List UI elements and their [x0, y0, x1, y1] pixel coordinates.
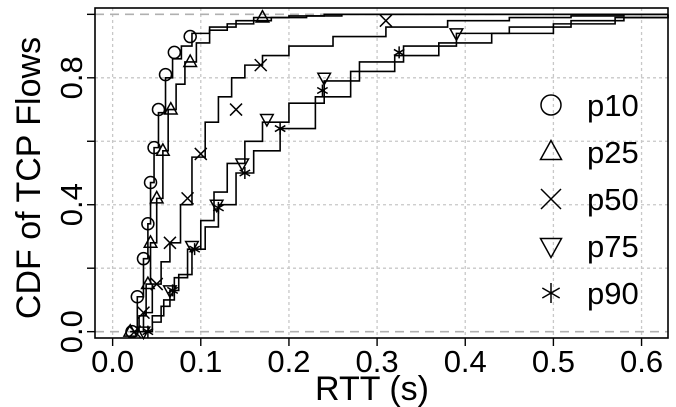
data-point-triangle-up: [254, 9, 271, 23]
legend-label: p75: [587, 229, 639, 264]
y-tick-label: 0.0: [54, 310, 89, 353]
legend-label: p90: [587, 276, 639, 311]
data-point-x: [194, 147, 208, 161]
x-tick-label: 0.4: [444, 344, 487, 379]
data-point-asterisk: [189, 243, 201, 256]
data-point-asterisk: [239, 167, 251, 179]
data-point-triangle-up: [163, 101, 179, 115]
data-point-circle: [130, 290, 145, 304]
data-point-triangle-up: [182, 53, 198, 68]
data-point-triangle-down: [448, 28, 465, 42]
axis-layer: 0.0 0.1 0.2 0.3 0.4 0.5 0.6 0.0 0.4 0.8: [54, 13, 663, 379]
x-tick-label: 0.0: [91, 344, 134, 379]
data-point-x: [163, 236, 177, 250]
data-point-circle: [143, 175, 158, 190]
legend-marker-p10: [540, 94, 562, 116]
legend-marker-p90: [541, 283, 561, 303]
legend-label: p50: [587, 182, 639, 217]
series-line-p25: [130, 13, 668, 333]
data-point-circle: [183, 29, 197, 44]
data-point-triangle-up: [140, 275, 156, 290]
data-point-triangle-up: [142, 234, 159, 249]
data-point-x: [136, 306, 151, 320]
data-point-triangle-up: [149, 189, 165, 204]
data-point-triangle-down: [259, 113, 275, 128]
x-axis-title: RTT (s): [315, 370, 429, 407]
y-tick-label: 0.4: [54, 183, 89, 226]
series-line-p90: [143, 14, 669, 333]
legend-label: p10: [587, 88, 639, 123]
legend: p10 p25 p50 p75 p90: [539, 88, 639, 311]
data-point-asterisk: [274, 122, 286, 135]
data-point-asterisk: [166, 284, 179, 297]
data-point-x: [229, 103, 243, 117]
data-point-triangle-up: [155, 142, 171, 157]
data-point-triangle-down: [316, 72, 332, 87]
series-line-p75: [143, 14, 669, 333]
data-point-asterisk: [393, 46, 405, 59]
series-line-p50: [134, 13, 668, 333]
data-point-x: [150, 277, 164, 291]
data-point-circle: [158, 67, 173, 82]
y-tick-label: 0.8: [54, 56, 89, 99]
data-point-asterisk: [316, 84, 329, 97]
data-point-circle: [167, 45, 182, 60]
x-tick-label: 0.2: [267, 344, 310, 379]
marker-layer: [122, 9, 465, 341]
legend-marker-p25: [539, 138, 563, 161]
data-point-circle: [151, 102, 166, 117]
data-point-circle: [141, 217, 155, 231]
data-point-circle: [136, 251, 151, 266]
legend-marker-p50: [540, 188, 562, 210]
legend-marker-p75: [539, 237, 563, 260]
x-tick-label: 0.6: [620, 344, 663, 379]
data-point-asterisk: [212, 201, 225, 214]
data-point-x: [254, 58, 268, 72]
x-tick-label: 0.5: [532, 344, 575, 379]
x-tick-label: 0.3: [356, 344, 399, 379]
legend-label: p25: [587, 135, 639, 170]
data-point-asterisk: [142, 325, 154, 338]
data-point-triangle-down: [234, 158, 250, 172]
x-tick-label: 0.1: [179, 344, 222, 379]
y-axis-title: CDF of TCP Flows: [10, 37, 48, 319]
plot-frame: [94, 7, 669, 339]
data-point-x: [181, 191, 195, 205]
data-point-x: [379, 14, 393, 28]
series-layer: [130, 13, 669, 333]
